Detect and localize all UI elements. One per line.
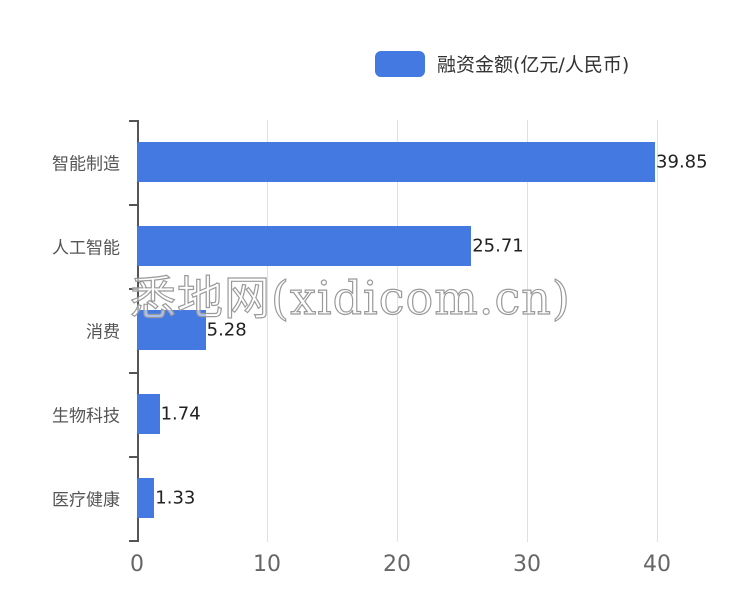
bar-value-label: 1.33 [155,487,196,509]
bar-value-label: 5.28 [206,319,247,341]
y-tick [129,372,137,374]
legend: 融资金额(亿元/人民币) [375,50,629,77]
legend-swatch [375,50,425,77]
bar-value-label: 25.71 [472,235,524,257]
x-tick-label: 20 [383,552,411,577]
y-tick [129,204,137,206]
category-label: 消费 [86,322,120,343]
bar [137,394,160,434]
gridline-10 [267,120,268,542]
legend-label: 融资金额(亿元/人民币) [437,54,630,76]
watermark: 悉地网(xidicom.cn) [129,270,571,325]
bar [137,310,206,350]
bar-value-label: 1.74 [160,403,201,425]
y-tick [129,120,137,122]
x-tick-label: 30 [513,552,541,577]
gridline-40 [657,120,658,542]
y-tick [129,540,137,542]
category-label: 人工智能 [52,238,120,259]
y-tick [129,288,137,290]
bar [137,142,656,182]
bar-value-label: 39.85 [656,151,708,173]
bar [137,226,472,266]
bar [137,478,155,518]
category-label: 医疗健康 [52,490,120,511]
category-label: 智能制造 [52,154,120,175]
category-label: 生物科技 [52,406,120,427]
gridline-30 [527,120,528,542]
x-tick-label: 40 [643,552,671,577]
y-tick [129,456,137,458]
gridline-20 [397,120,398,542]
x-tick-label: 10 [253,552,281,577]
x-tick-label: 0 [130,552,144,577]
